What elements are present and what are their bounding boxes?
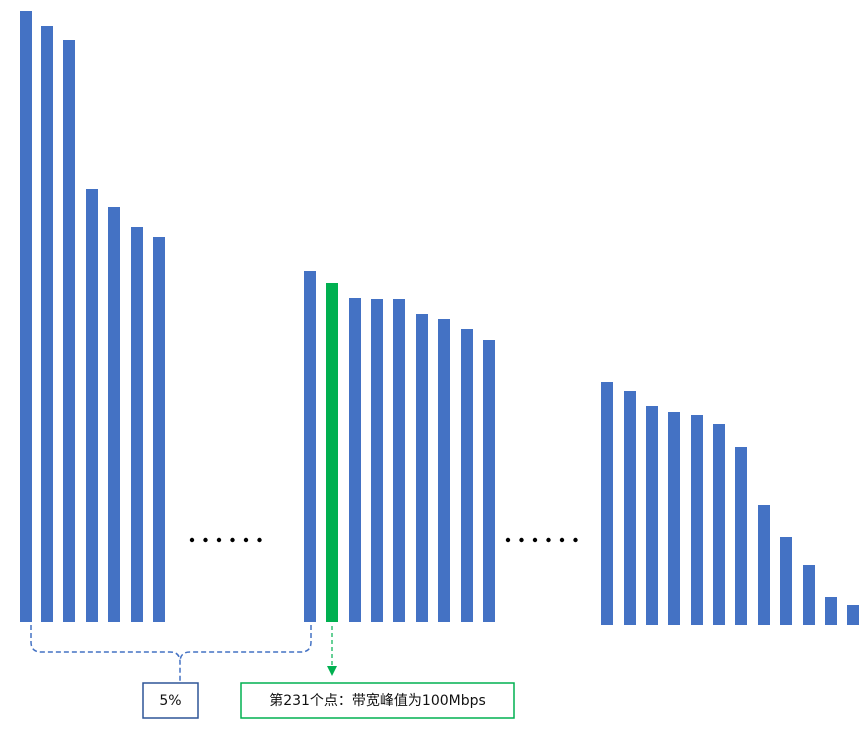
brace — [30, 625, 312, 683]
bar — [624, 391, 636, 625]
bar — [393, 299, 405, 622]
bar — [416, 314, 428, 622]
highlight-bar — [326, 283, 338, 622]
point-label: 第231个点：带宽峰值为100Mbps — [269, 692, 486, 709]
bar — [758, 505, 770, 625]
bar — [847, 605, 859, 625]
bar — [713, 424, 725, 625]
dot — [216, 537, 222, 543]
bar — [803, 565, 815, 625]
bar — [668, 412, 680, 625]
dot — [532, 537, 538, 543]
bar — [780, 537, 792, 625]
bar — [86, 189, 98, 622]
bar — [601, 382, 613, 625]
arrow-head — [327, 666, 337, 676]
bar — [461, 329, 473, 622]
ellipsis — [189, 537, 578, 543]
dot — [189, 537, 195, 543]
bar — [691, 415, 703, 625]
dot — [573, 537, 578, 543]
bar — [131, 227, 143, 622]
bar — [304, 271, 316, 622]
bar — [646, 406, 658, 625]
dot — [257, 537, 262, 543]
bar — [735, 447, 747, 625]
bar — [349, 298, 361, 622]
bar — [153, 237, 165, 622]
dot — [559, 537, 565, 543]
bar — [108, 207, 120, 622]
percent-box — [142, 682, 199, 719]
bar — [371, 299, 383, 622]
bar — [825, 597, 837, 625]
dot — [546, 537, 551, 543]
dot — [519, 537, 524, 543]
dot — [505, 537, 511, 543]
dot — [203, 537, 208, 543]
bars — [20, 11, 859, 625]
bar — [483, 340, 495, 622]
bar — [20, 11, 32, 622]
bar — [41, 26, 53, 622]
percent-label: 5% — [159, 693, 181, 709]
bar — [438, 319, 450, 622]
dot — [243, 537, 249, 543]
dot — [230, 537, 235, 543]
point-box — [240, 682, 515, 719]
bar — [63, 40, 75, 622]
